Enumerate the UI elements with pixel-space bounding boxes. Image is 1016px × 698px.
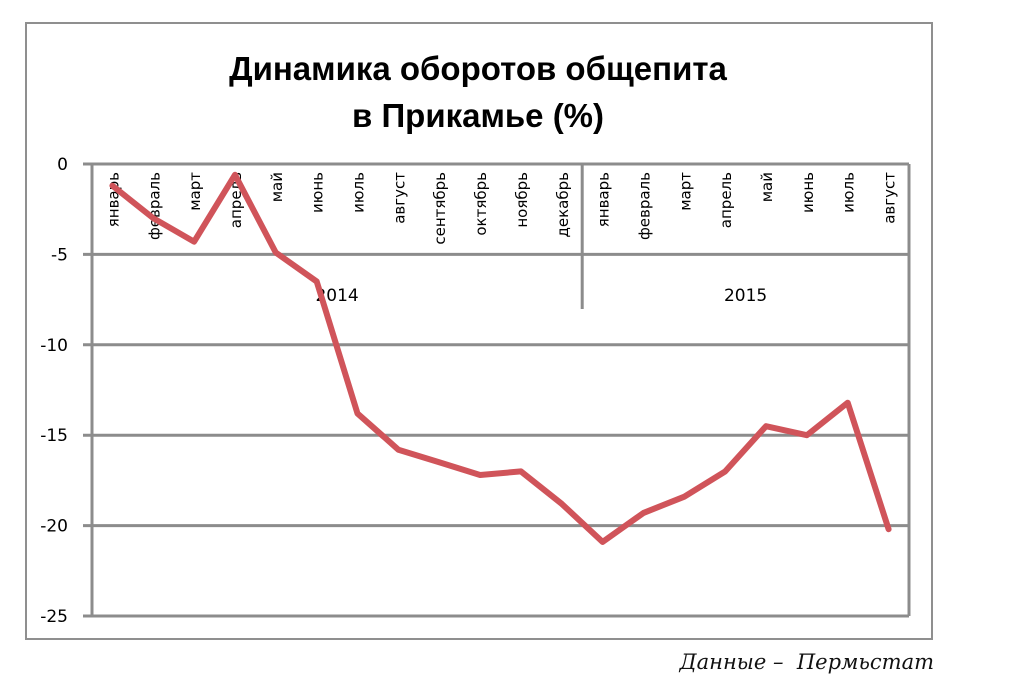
x-category-label: июнь <box>799 172 817 213</box>
x-category-label: апрель <box>717 172 735 228</box>
y-tick-label: -10 <box>40 336 68 356</box>
x-category-label: декабрь <box>554 172 572 237</box>
x-category-label: март <box>676 172 694 211</box>
chart-title: Динамика оборотов общепита в Прикамье (%… <box>229 50 727 134</box>
x-category-label: август <box>881 172 899 224</box>
x-category-label: май <box>758 172 776 202</box>
gridlines <box>83 162 911 618</box>
chart-container <box>25 22 933 640</box>
x-category-label: январь <box>104 172 122 227</box>
y-tick-label: 0 <box>57 155 68 175</box>
data-series <box>109 171 892 545</box>
x-category-label: февраль <box>635 172 653 240</box>
x-category-label: май <box>268 172 286 202</box>
x-category-label: июнь <box>309 172 327 213</box>
x-category-label: февраль <box>145 172 163 240</box>
x-category-label: октябрь <box>472 172 490 236</box>
x-category-label: ноябрь <box>513 172 531 228</box>
x-category-label: март <box>186 172 204 211</box>
x-category-label: июль <box>840 172 858 213</box>
x-group-label: 2015 <box>724 286 767 306</box>
x-axis: январь февраль март апрель май июнь июль август… <box>104 164 899 309</box>
y-tick-label: -20 <box>40 517 68 537</box>
source-note: Данные – Пермьстат <box>679 650 934 674</box>
y-axis: 0 -5 -10 -15 -20 -25 <box>40 155 94 627</box>
chart-title-line-1: Динамика оборотов общепита <box>229 50 727 87</box>
x-category-label: август <box>390 172 408 224</box>
series-line <box>109 171 892 545</box>
x-category-label: июль <box>350 172 368 213</box>
x-category-label: сентябрь <box>431 172 449 245</box>
x-category-label: январь <box>595 172 613 227</box>
chart-title-line-2: в Прикамье (%) <box>352 97 604 134</box>
y-tick-label: -5 <box>51 245 68 265</box>
x-group-label: 2014 <box>315 286 358 306</box>
y-tick-label: -25 <box>40 607 68 627</box>
y-tick-label: -15 <box>40 426 68 446</box>
